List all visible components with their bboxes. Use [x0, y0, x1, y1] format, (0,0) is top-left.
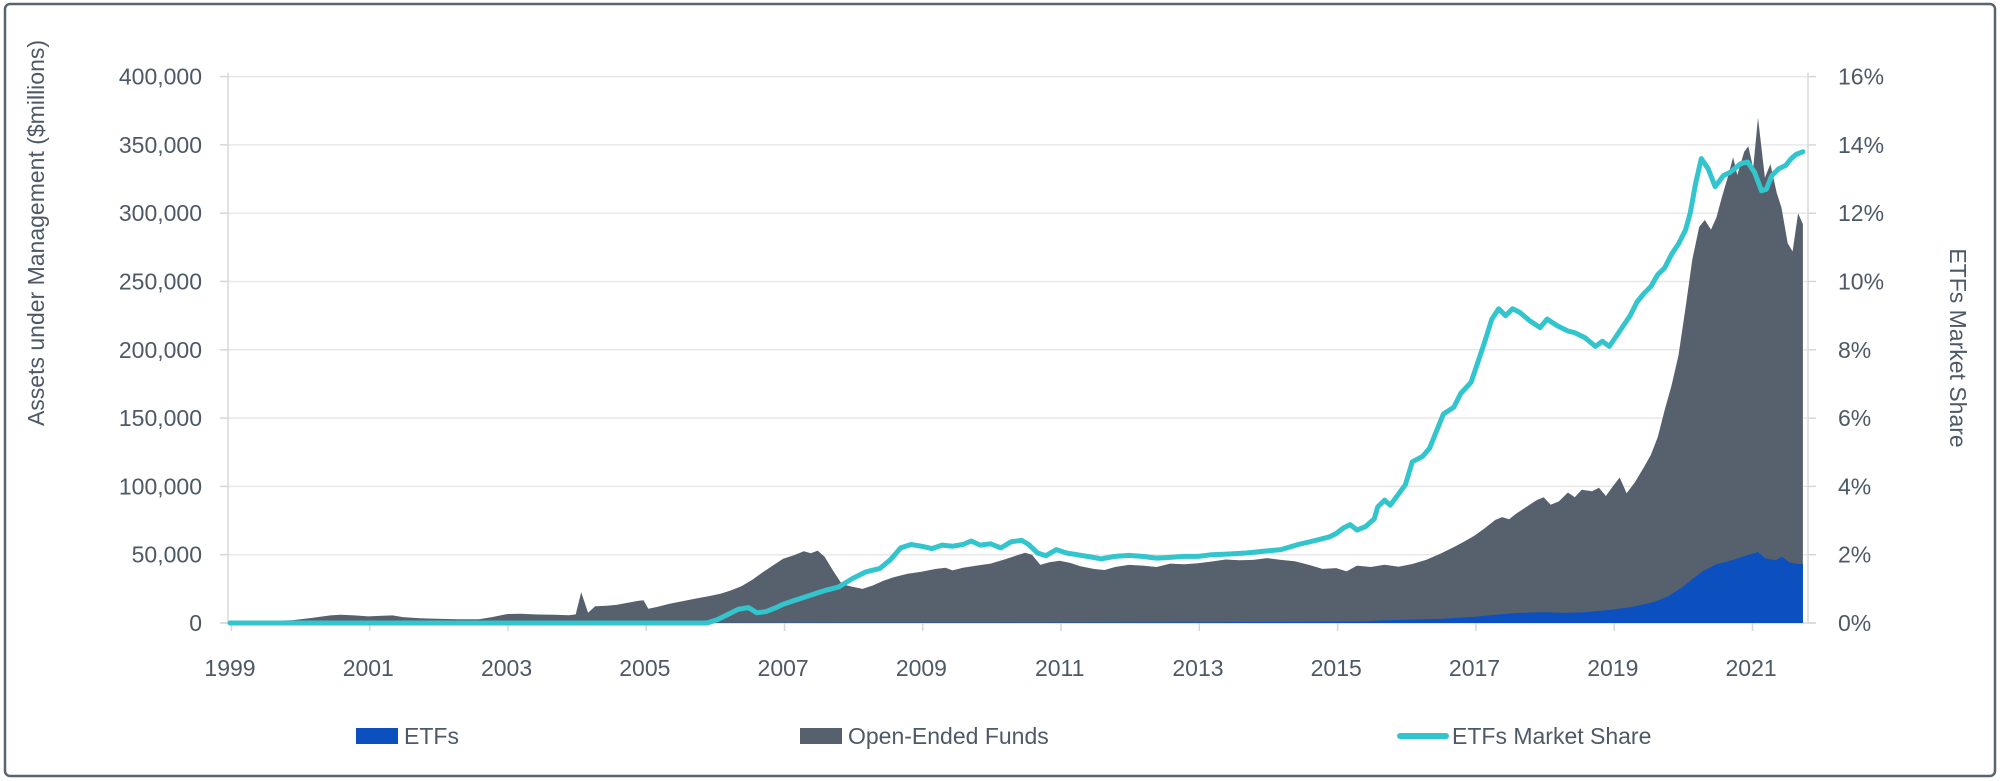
- etfs-swatch: [356, 728, 398, 744]
- x-axis-tick-label: 1999: [204, 655, 255, 681]
- x-axis-tick-labels: 1999 2001 2003 2005 2007 2009 2011 2013 2015 2017…: [204, 655, 1776, 681]
- right-axis-tick-label: 16%: [1838, 64, 1884, 90]
- right-axis-tick-label: 8%: [1838, 337, 1871, 363]
- legend-label-etfs-market-share: ETFs Market Share: [1452, 723, 1651, 749]
- area-etfs: [230, 552, 1803, 623]
- left-axis-tick-label: 200,000: [119, 337, 202, 363]
- legend-item-etfs-market-share: ETFs Market Share: [1397, 723, 1651, 749]
- x-axis-tick-label: 2013: [1172, 655, 1223, 681]
- legend-label-etfs: ETFs: [404, 723, 459, 749]
- x-axis-tick-label: 2005: [619, 655, 670, 681]
- right-axis-tick-label: 6%: [1838, 405, 1871, 431]
- left-axis-tick-label: 50,000: [132, 542, 202, 568]
- left-axis-tick-label: 350,000: [119, 132, 202, 158]
- x-axis-tick-label: 2017: [1449, 655, 1500, 681]
- left-axis-tick-label: 150,000: [119, 405, 202, 431]
- x-axis-tick-label: 2001: [343, 655, 394, 681]
- legend-item-open-ended-funds: Open-Ended Funds: [800, 723, 1049, 749]
- right-axis-tick-label: 12%: [1838, 200, 1884, 226]
- x-axis-tick-label: 2021: [1725, 655, 1776, 681]
- x-axis-tick-label: 2019: [1587, 655, 1638, 681]
- right-axis-title: ETFs Market Share: [1945, 248, 1971, 447]
- legend-label-open-ended-funds: Open-Ended Funds: [848, 723, 1049, 749]
- right-axis-tick-label: 14%: [1838, 132, 1884, 158]
- x-axis-tick-label: 2003: [481, 655, 532, 681]
- right-axis-tick-label: 4%: [1838, 473, 1871, 499]
- left-axis-title: Assets under Management ($millions): [23, 40, 49, 426]
- left-axis-tick-label: 400,000: [119, 64, 202, 90]
- left-axis-tick-labels: 400,000 350,000 300,000 250,000 200,000 150,0…: [119, 64, 202, 636]
- series-group: [227, 117, 1806, 626]
- left-axis-tick-label: 0: [189, 610, 202, 636]
- area-open-ended-funds: [230, 117, 1803, 623]
- left-axis-tick-label: 250,000: [119, 269, 202, 295]
- legend: ETFs Open-Ended Funds ETFs Market Share: [356, 723, 1651, 749]
- x-axis-tick-label: 2007: [758, 655, 809, 681]
- right-axis-tick-labels: 16% 14% 12% 10% 8% 6% 4% 2% 0%: [1838, 64, 1884, 636]
- right-axis-tick-label: 10%: [1838, 269, 1884, 295]
- right-axis-tick-label: 2%: [1838, 542, 1871, 568]
- left-axis-tick-label: 300,000: [119, 200, 202, 226]
- left-axis-tick-label: 100,000: [119, 473, 202, 499]
- x-axis-tick-label: 2009: [896, 655, 947, 681]
- right-axis-tick-label: 0%: [1838, 610, 1871, 636]
- x-axis-tick-label: 2011: [1035, 655, 1084, 681]
- legend-item-etfs: ETFs: [356, 723, 459, 749]
- gridlines: [228, 75, 1808, 556]
- open-ended-funds-swatch: [800, 728, 842, 744]
- line-etfs-market-share: [227, 149, 1806, 626]
- x-axis-tick-label: 2015: [1311, 655, 1362, 681]
